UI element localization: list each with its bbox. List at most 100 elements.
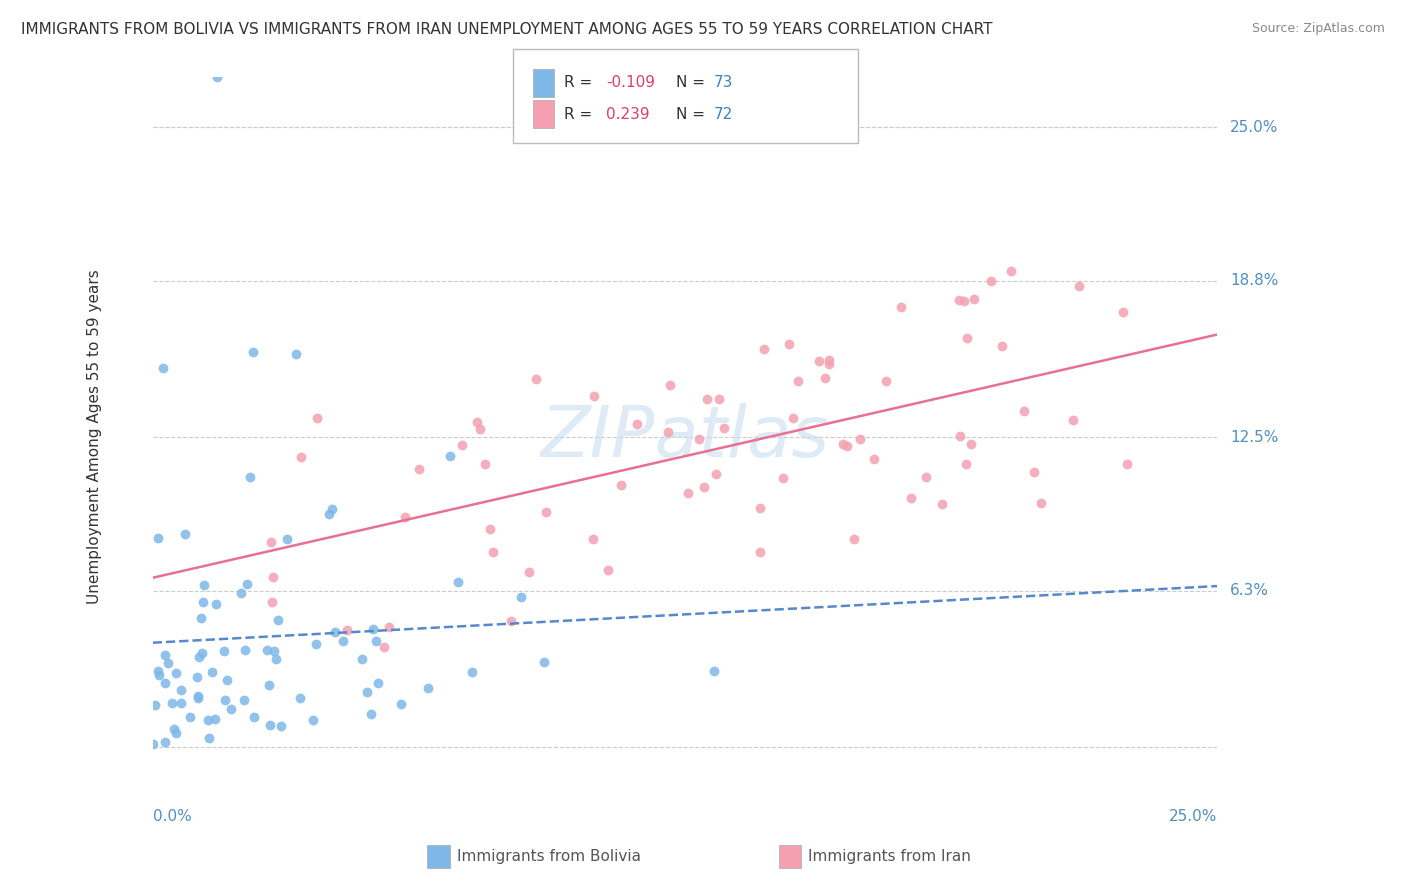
- Point: [262, 595, 284, 609]
- Point: [259, 718, 281, 732]
- Text: R =: R =: [564, 107, 598, 121]
- Point: [263, 644, 285, 658]
- Point: [778, 336, 800, 351]
- Point: [290, 691, 312, 706]
- Point: [191, 595, 214, 609]
- Point: [963, 292, 986, 306]
- Point: [146, 664, 169, 678]
- Point: [152, 360, 174, 375]
- Point: [188, 649, 211, 664]
- Point: [832, 437, 855, 451]
- Point: [367, 676, 389, 690]
- Point: [153, 648, 176, 663]
- Point: [814, 371, 837, 385]
- Point: [468, 422, 491, 436]
- Point: [153, 735, 176, 749]
- Point: [707, 392, 730, 406]
- Point: [807, 354, 830, 368]
- Point: [187, 691, 209, 706]
- Point: [187, 690, 209, 704]
- Point: [953, 294, 976, 309]
- Point: [837, 439, 859, 453]
- Point: [1012, 403, 1035, 417]
- Point: [389, 697, 412, 711]
- Text: N =: N =: [676, 76, 710, 90]
- Point: [474, 457, 496, 471]
- Point: [217, 673, 239, 687]
- Point: [146, 531, 169, 545]
- Text: Immigrants from Bolivia: Immigrants from Bolivia: [457, 849, 641, 863]
- Point: [749, 500, 772, 515]
- Point: [284, 347, 307, 361]
- Point: [626, 417, 648, 432]
- Point: [1000, 264, 1022, 278]
- Point: [461, 665, 484, 680]
- Point: [948, 293, 970, 307]
- Point: [772, 471, 794, 485]
- Point: [305, 637, 328, 651]
- Point: [752, 342, 775, 356]
- Point: [373, 640, 395, 654]
- Text: IMMIGRANTS FROM BOLIVIA VS IMMIGRANTS FROM IRAN UNEMPLOYMENT AMONG AGES 55 TO 59: IMMIGRANTS FROM BOLIVIA VS IMMIGRANTS FR…: [21, 22, 993, 37]
- Point: [366, 634, 388, 648]
- Point: [582, 389, 605, 403]
- Point: [849, 433, 872, 447]
- Point: [693, 480, 716, 494]
- Point: [1024, 465, 1046, 479]
- Point: [782, 411, 804, 425]
- Point: [302, 713, 325, 727]
- Point: [276, 532, 298, 546]
- Point: [350, 651, 373, 665]
- Point: [165, 665, 187, 680]
- Point: [890, 300, 912, 314]
- Point: [863, 451, 886, 466]
- Point: [214, 644, 236, 658]
- Text: 25.0%: 25.0%: [1230, 120, 1278, 135]
- Point: [356, 685, 378, 699]
- Point: [581, 532, 603, 546]
- Point: [270, 719, 292, 733]
- Point: [657, 425, 679, 439]
- Point: [408, 462, 430, 476]
- Point: [713, 420, 735, 434]
- Point: [204, 712, 226, 726]
- Point: [1111, 305, 1133, 319]
- Point: [900, 491, 922, 505]
- Point: [332, 634, 354, 648]
- Point: [267, 613, 290, 627]
- Point: [198, 731, 221, 746]
- Point: [596, 562, 619, 576]
- Text: 18.8%: 18.8%: [1230, 273, 1278, 288]
- Text: Source: ZipAtlas.com: Source: ZipAtlas.com: [1251, 22, 1385, 36]
- Text: 6.3%: 6.3%: [1230, 583, 1268, 599]
- Point: [378, 620, 401, 634]
- Point: [678, 486, 700, 500]
- Point: [236, 577, 259, 591]
- Point: [239, 470, 262, 484]
- Text: Unemployment Among Ages 55 to 59 years: Unemployment Among Ages 55 to 59 years: [87, 269, 101, 605]
- Text: 0.0%: 0.0%: [153, 809, 191, 824]
- Point: [534, 505, 557, 519]
- Point: [533, 655, 555, 669]
- Text: 72: 72: [714, 107, 734, 121]
- Point: [170, 682, 193, 697]
- Point: [956, 330, 979, 344]
- Text: -0.109: -0.109: [606, 76, 655, 90]
- Point: [482, 545, 505, 559]
- Point: [193, 578, 215, 592]
- Point: [229, 586, 252, 600]
- Point: [696, 392, 718, 407]
- Point: [510, 591, 533, 605]
- Point: [704, 467, 727, 482]
- Point: [145, 698, 167, 712]
- Point: [264, 651, 287, 665]
- Text: 12.5%: 12.5%: [1230, 430, 1278, 444]
- Point: [465, 415, 488, 429]
- Text: 73: 73: [714, 76, 734, 90]
- Point: [875, 374, 897, 388]
- Point: [609, 478, 631, 492]
- Point: [162, 697, 184, 711]
- Point: [703, 664, 725, 678]
- Text: N =: N =: [676, 107, 710, 121]
- Point: [190, 611, 212, 625]
